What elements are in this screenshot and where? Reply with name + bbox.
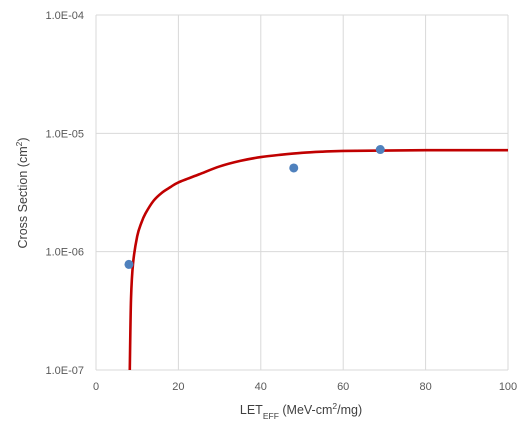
x-axis-title-main: LET xyxy=(240,403,263,417)
x-axis-title: LETEFF (MeV-cm2/mg) xyxy=(240,401,362,421)
x-tick-label: 100 xyxy=(499,381,517,393)
data-point xyxy=(375,145,385,155)
grid xyxy=(95,14,509,371)
x-axis-title-unit-end: /mg) xyxy=(337,403,362,417)
x-tick-label: 0 xyxy=(93,381,99,393)
y-axis-title-end: ) xyxy=(16,137,30,141)
x-axis-title-unit-start: (MeV-cm xyxy=(279,403,332,417)
x-axis-title-subscript: EFF xyxy=(263,411,279,421)
y-axis-title-superscript: 2 xyxy=(14,141,24,146)
data-point xyxy=(124,259,134,269)
y-tick-label: 1.0E-04 xyxy=(45,10,84,22)
fit-curve-series xyxy=(128,148,509,371)
x-tick-label: 40 xyxy=(255,381,267,393)
x-tick-label: 60 xyxy=(337,381,349,393)
x-tick-label: 80 xyxy=(419,381,431,393)
y-tick-label: 1.0E-07 xyxy=(45,365,84,377)
fit-curve-line xyxy=(128,148,509,371)
data-point xyxy=(289,163,299,173)
tick-labels: 0 20 40 60 80 100 1.0E-07 1.0E-06 1.0E-05 1.0E-04 xyxy=(45,10,517,393)
y-axis-title: Cross Section (cm2) xyxy=(14,137,30,248)
y-tick-label: 1.0E-06 xyxy=(45,247,84,259)
data-point-series xyxy=(124,145,385,269)
x-tick-label: 20 xyxy=(172,381,184,393)
y-axis-title-main: Cross Section (cm xyxy=(16,146,30,248)
x-axis-title-superscript: 2 xyxy=(332,401,337,411)
y-tick-label: 1.0E-05 xyxy=(45,128,84,140)
